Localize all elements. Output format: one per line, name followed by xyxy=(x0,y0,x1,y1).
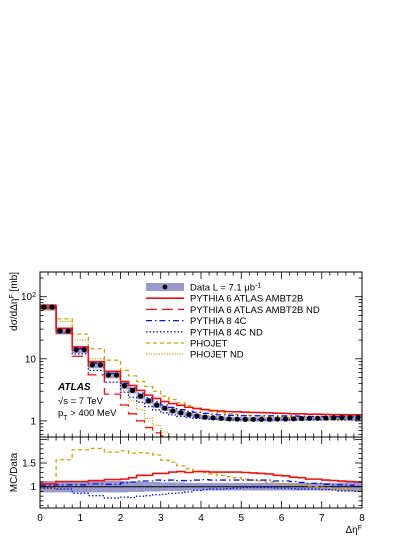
x-tick-label: 4 xyxy=(198,513,204,524)
data-point xyxy=(210,415,216,421)
data-point xyxy=(81,347,87,353)
x-tick-label: 3 xyxy=(158,513,164,524)
main-plot-area xyxy=(40,304,362,437)
ratio-y-tick-label: 1 xyxy=(30,482,36,493)
energy-label: √s = 7 TeV xyxy=(58,396,104,407)
data-point xyxy=(290,416,297,422)
x-tick-label: 0 xyxy=(37,513,43,524)
data-point xyxy=(315,415,321,421)
data-point xyxy=(266,416,273,422)
data-point xyxy=(154,402,160,408)
legend-label: PHOJET ND xyxy=(190,350,244,361)
pt-cut-label: pT > 400 MeV xyxy=(58,408,117,422)
data-point xyxy=(138,393,144,399)
data-point xyxy=(299,415,305,422)
x-tick-label: 1 xyxy=(77,513,83,524)
y-tick-label: 10 xyxy=(25,354,37,365)
legend-label: PYTHIA 8 4C xyxy=(190,316,247,327)
legend-label: PYTHIA 6 ATLAS AMBT2B ND xyxy=(190,305,320,316)
data-point xyxy=(73,347,79,353)
ratio-series-line xyxy=(40,447,362,492)
data-point xyxy=(194,413,200,419)
data-point xyxy=(41,304,47,310)
data-point xyxy=(162,405,168,411)
data-point xyxy=(97,362,103,368)
data-point xyxy=(218,415,224,421)
x-axis-title-part-1: F xyxy=(358,525,362,532)
y-tick-label-part-1: 2 xyxy=(32,292,36,299)
data-point xyxy=(129,387,136,393)
pt-cut-label-part-2: > 400 MeV xyxy=(68,408,118,419)
data-point xyxy=(146,398,152,404)
legend-label: PYTHIA 8 4C ND xyxy=(190,327,263,338)
x-axis-title-part-0: Δη xyxy=(345,525,357,536)
data-point xyxy=(170,408,176,414)
ratio-y-tick-label: 1.5 xyxy=(22,459,36,470)
data-point xyxy=(105,372,112,378)
data-point xyxy=(282,416,289,422)
data-point xyxy=(57,328,63,334)
ratio-series-line xyxy=(40,487,362,499)
ratio-y-axis-title: MC/Data xyxy=(9,452,20,492)
ratio-series-line xyxy=(40,478,362,487)
x-tick-label: 5 xyxy=(238,513,244,524)
x-tick-label: 8 xyxy=(359,513,365,524)
data-point xyxy=(202,414,208,420)
main-series-line xyxy=(40,305,362,418)
legend-label: Data L = 7.1 μb-1 xyxy=(190,282,261,294)
x-tick-label: 2 xyxy=(118,513,124,524)
data-point xyxy=(258,416,264,422)
ratio-plot-area xyxy=(40,447,362,499)
x-tick-label: 6 xyxy=(279,513,285,524)
atlas-label: ATLAS xyxy=(57,382,91,393)
y-tick-label: 102 xyxy=(21,292,36,304)
data-point xyxy=(226,416,232,422)
data-point xyxy=(323,415,329,421)
main-y-axis-title: dσ/dΔηF [mb] xyxy=(9,272,21,331)
data-point xyxy=(234,416,240,422)
legend-label-part-1: -1 xyxy=(255,282,261,289)
data-point xyxy=(250,416,256,422)
data-point xyxy=(307,415,313,421)
data-point xyxy=(242,416,248,422)
data-point xyxy=(186,411,192,418)
data-point xyxy=(113,372,120,378)
data-point xyxy=(121,383,128,389)
legend-label: PYTHIA 6 ATLAS AMBT2B xyxy=(190,294,303,305)
main-series-line xyxy=(40,307,170,437)
data-point xyxy=(178,410,184,416)
legend-label-part-0: Data L = 7.1 μb xyxy=(190,283,255,294)
pt-cut-label-part-1: T xyxy=(63,415,68,422)
data-point xyxy=(339,414,345,421)
data-point xyxy=(65,328,71,334)
ratio-series-line xyxy=(40,470,362,485)
data-point xyxy=(355,414,361,420)
main-y-axis-title-part-1: F xyxy=(9,294,16,298)
y-tick-label: 1 xyxy=(30,416,36,427)
data-point xyxy=(347,414,353,421)
main-y-axis-title-part-0: dσ/dΔη xyxy=(9,299,20,331)
x-tick-label: 7 xyxy=(319,513,325,524)
main-y-axis-title-part-2: [mb] xyxy=(9,272,20,294)
main-series-line xyxy=(40,304,362,416)
main-series-line xyxy=(40,307,362,421)
x-axis-title: ΔηF xyxy=(345,525,362,537)
data-point xyxy=(274,416,281,422)
legend-point-marker xyxy=(162,284,168,290)
legend-label: PHOJET xyxy=(190,339,228,350)
data-point xyxy=(49,304,55,310)
y-tick-label-part-0: 10 xyxy=(21,292,33,303)
pt-cut-label-part-0: p xyxy=(58,408,63,419)
data-point xyxy=(331,415,337,421)
data-point xyxy=(89,362,95,368)
